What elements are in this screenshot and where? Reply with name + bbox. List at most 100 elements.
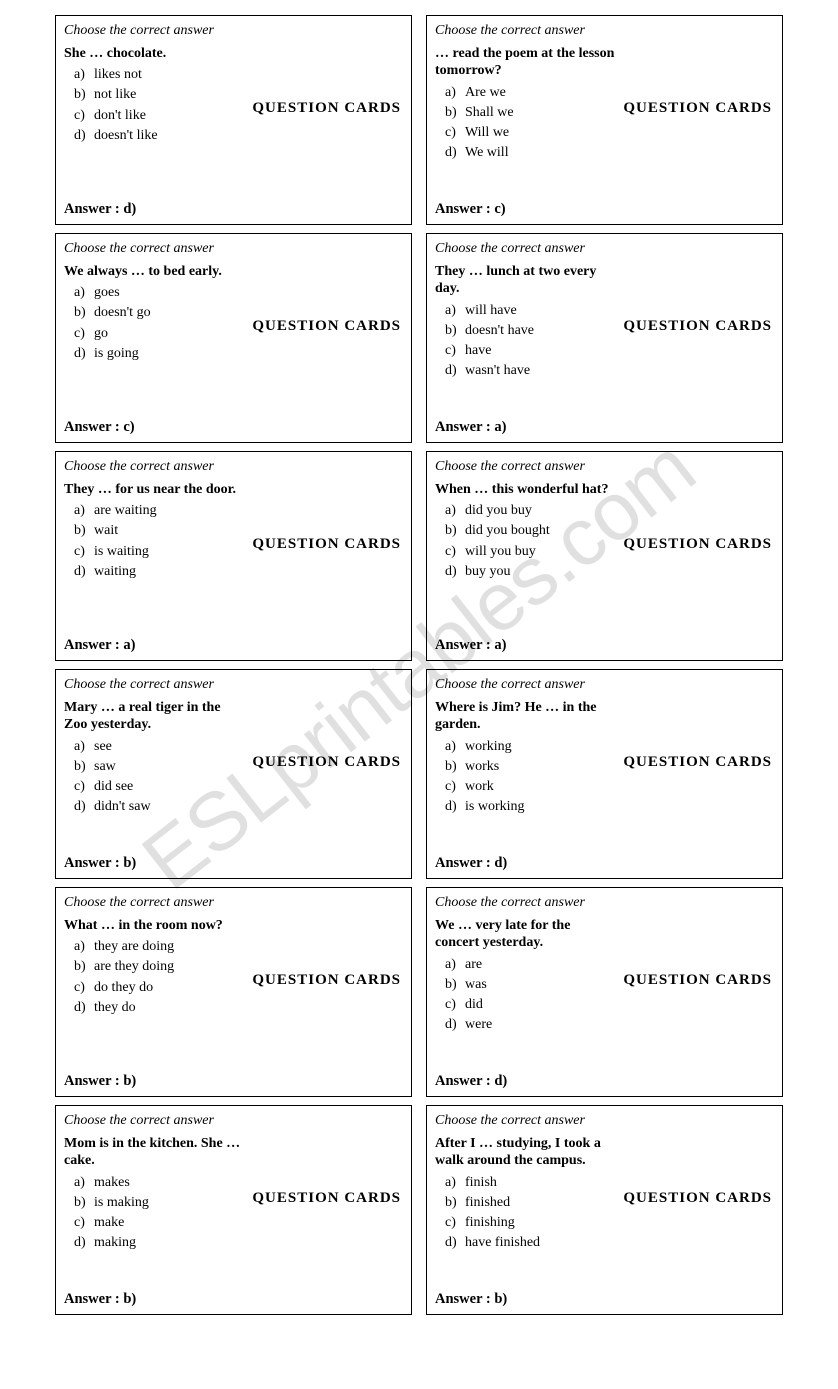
question-text: Mom is in the kitchen. She … cake. (64, 1135, 244, 1170)
answer-row: Answer : d) (56, 199, 411, 224)
option-letter: c) (445, 777, 465, 797)
option-letter: c) (74, 777, 94, 797)
option-letter: d) (445, 1015, 465, 1035)
option-row: c)did (445, 995, 615, 1015)
option-text: are they doing (94, 957, 174, 977)
prompt-text: Choose the correct answer (64, 894, 244, 912)
option-letter: d) (445, 1233, 465, 1253)
card-title: QUESTION CARDS (252, 535, 401, 555)
card-title-panel: QUESTION CARDS (250, 458, 403, 631)
answer-label: Answer : (435, 1073, 491, 1089)
options-list: a)areb)wasc)didd)were (435, 955, 615, 1036)
question-card: Choose the correct answerShe … chocolate… (55, 15, 412, 225)
card-body: Choose the correct answerWhen … this won… (427, 452, 782, 635)
question-card: Choose the correct answerMary … a real t… (55, 669, 412, 879)
answer-label: Answer : (435, 201, 491, 217)
option-letter: d) (445, 797, 465, 817)
card-content: Choose the correct answerShe … chocolate… (64, 22, 250, 195)
card-body: Choose the correct answer… read the poem… (427, 16, 782, 199)
option-row: c)did see (74, 777, 244, 797)
option-letter: a) (74, 283, 94, 303)
option-text: don't like (94, 106, 146, 126)
answer-row: Answer : b) (56, 1289, 411, 1314)
question-card: Choose the correct answerWhere is Jim? H… (426, 669, 783, 879)
option-letter: c) (74, 1213, 94, 1233)
option-text: waiting (94, 562, 136, 582)
answer-value: c) (123, 419, 134, 435)
answer-row: Answer : d) (427, 853, 782, 878)
question-card: Choose the correct answerWe … very late … (426, 887, 783, 1097)
option-text: they do (94, 998, 136, 1018)
option-row: d)buy you (445, 562, 615, 582)
answer-value: a) (123, 637, 135, 653)
options-list: a)workingb)worksc)workd)is working (435, 737, 615, 818)
card-title: QUESTION CARDS (623, 753, 772, 773)
option-letter: a) (74, 937, 94, 957)
question-text: Mary … a real tiger in the Zoo yesterday… (64, 699, 244, 734)
card-content: Choose the correct answerWhen … this won… (435, 458, 621, 631)
option-text: didn't saw (94, 797, 151, 817)
answer-label: Answer : (64, 1291, 120, 1307)
answer-row: Answer : c) (427, 199, 782, 224)
option-letter: d) (445, 143, 465, 163)
options-list: a)makesb)is makingc)maked)making (64, 1173, 244, 1254)
answer-value: a) (494, 637, 506, 653)
option-row: d)waiting (74, 562, 244, 582)
card-title-panel: QUESTION CARDS (250, 22, 403, 195)
answer-value: b) (494, 1291, 507, 1307)
prompt-text: Choose the correct answer (64, 22, 244, 40)
option-letter: d) (74, 562, 94, 582)
question-text: … read the poem at the lesson tomorrow? (435, 45, 615, 80)
option-text: are waiting (94, 501, 157, 521)
option-letter: b) (445, 321, 465, 341)
option-letter: a) (445, 501, 465, 521)
answer-value: d) (123, 201, 136, 217)
option-text: Will we (465, 123, 509, 143)
options-list: a)they are doingb)are they doingc)do the… (64, 937, 244, 1018)
option-row: a)finish (445, 1173, 615, 1193)
option-row: c)have (445, 341, 615, 361)
card-title-panel: QUESTION CARDS (621, 22, 774, 195)
option-letter: d) (74, 797, 94, 817)
option-row: b)did you bought (445, 521, 615, 541)
card-title: QUESTION CARDS (623, 535, 772, 555)
card-body: Choose the correct answerThey … lunch at… (427, 234, 782, 417)
answer-value: c) (494, 201, 505, 217)
option-letter: d) (74, 126, 94, 146)
option-text: We will (465, 143, 509, 163)
option-text: wasn't have (465, 361, 530, 381)
option-text: have (465, 341, 491, 361)
card-content: Choose the correct answerWhat … in the r… (64, 894, 250, 1067)
option-letter: b) (74, 957, 94, 977)
card-title-panel: QUESTION CARDS (250, 894, 403, 1067)
answer-row: Answer : c) (56, 417, 411, 442)
option-row: d)We will (445, 143, 615, 163)
answer-value: d) (494, 855, 507, 871)
option-text: buy you (465, 562, 511, 582)
option-text: is waiting (94, 542, 149, 562)
option-letter: c) (74, 542, 94, 562)
option-text: go (94, 324, 108, 344)
option-text: see (94, 737, 112, 757)
card-body: Choose the correct answerShe … chocolate… (56, 16, 411, 199)
option-row: c)do they do (74, 978, 244, 998)
option-text: will have (465, 301, 517, 321)
answer-row: Answer : b) (427, 1289, 782, 1314)
answer-value: b) (123, 1073, 136, 1089)
option-text: makes (94, 1173, 130, 1193)
option-text: likes not (94, 65, 142, 85)
option-letter: a) (445, 301, 465, 321)
question-card: Choose the correct answerAfter I … study… (426, 1105, 783, 1315)
option-row: c)make (74, 1213, 244, 1233)
option-text: is working (465, 797, 525, 817)
option-row: b)wait (74, 521, 244, 541)
option-letter: b) (74, 85, 94, 105)
option-text: did (465, 995, 483, 1015)
prompt-text: Choose the correct answer (64, 240, 244, 258)
card-content: Choose the correct answerMom is in the k… (64, 1112, 250, 1285)
option-letter: a) (74, 65, 94, 85)
option-text: did see (94, 777, 133, 797)
option-row: b)works (445, 757, 615, 777)
card-content: Choose the correct answerWe always … to … (64, 240, 250, 413)
options-list: a)seeb)sawc)did seed)didn't saw (64, 737, 244, 818)
